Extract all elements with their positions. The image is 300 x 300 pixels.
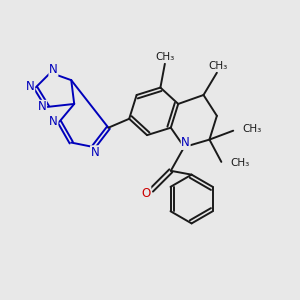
Text: N: N: [49, 63, 58, 76]
Text: N: N: [91, 146, 99, 159]
Text: CH₃: CH₃: [230, 158, 250, 168]
Text: N: N: [181, 136, 190, 149]
Text: N: N: [38, 100, 46, 113]
Text: CH₃: CH₃: [242, 124, 261, 134]
Text: CH₃: CH₃: [156, 52, 175, 62]
Text: CH₃: CH₃: [209, 61, 228, 71]
Text: O: O: [142, 187, 151, 200]
Text: N: N: [26, 80, 34, 93]
Text: N: N: [49, 115, 58, 128]
